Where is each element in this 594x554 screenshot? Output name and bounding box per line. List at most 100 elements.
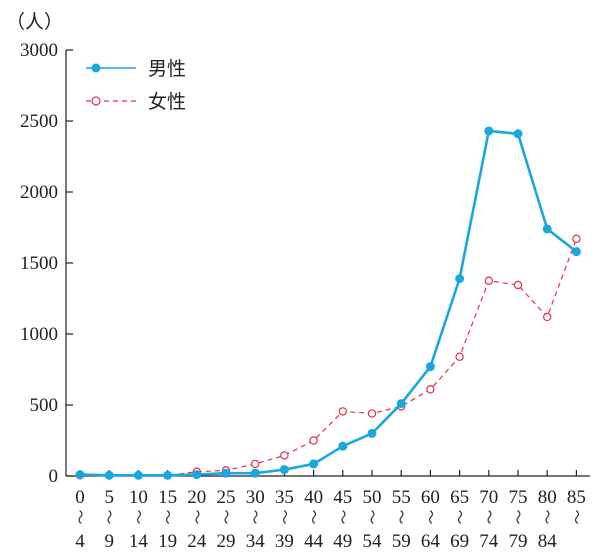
y-tick-label: 1500 xyxy=(20,253,58,274)
data-point-female xyxy=(543,312,552,322)
x-tick-label-start: 35 xyxy=(275,487,294,508)
x-tick-label-end: 29 xyxy=(217,531,236,552)
x-tick-label-start: 55 xyxy=(392,487,411,508)
y-tick-label: 500 xyxy=(30,395,59,416)
x-tick-label-start: 20 xyxy=(187,487,206,508)
data-point-male xyxy=(396,399,406,409)
legend-label-male: 男性 xyxy=(148,58,186,80)
x-tick-label-start: 65 xyxy=(450,487,469,508)
data-point-female xyxy=(426,385,435,394)
x-tick-label-start: 85 xyxy=(567,487,586,508)
data-point-male xyxy=(542,224,552,234)
x-category-label: 65〜 69 xyxy=(450,487,469,552)
legend-item-male: 男性 xyxy=(86,58,186,80)
x-category-label: 35〜 39 xyxy=(275,487,294,552)
x-tick-label-start: 5 xyxy=(104,487,114,508)
x-tick-label-end: 19 xyxy=(158,531,177,552)
x-tick-label-separator: 〜 xyxy=(217,509,235,524)
y-tick-label: 2500 xyxy=(20,111,58,132)
x-tick-label-separator: 〜 xyxy=(392,509,410,524)
x-tick-label-separator: 〜 xyxy=(334,509,352,524)
x-tick-label-start: 10 xyxy=(129,487,148,508)
data-point-male xyxy=(279,465,289,475)
x-tick-label-end: 14 xyxy=(129,531,149,552)
series-line-male xyxy=(79,129,578,477)
data-point-male xyxy=(192,470,202,480)
data-point-male xyxy=(484,126,494,136)
data-point-male xyxy=(104,470,114,480)
data-point-female xyxy=(338,407,347,416)
x-tick-label-separator: 〜 xyxy=(71,509,89,524)
x-tick-label-start: 45 xyxy=(333,487,352,508)
x-tick-label-separator: 〜 xyxy=(129,509,147,524)
data-point-female xyxy=(280,451,289,460)
x-category-label: 45〜 49 xyxy=(333,487,352,552)
x-category-label: 55〜 59 xyxy=(392,487,411,552)
x-tick-label-separator: 〜 xyxy=(363,509,381,524)
x-category-label: 40〜 44 xyxy=(304,487,324,552)
data-point-male xyxy=(75,470,85,480)
x-tick-label-end: 84 xyxy=(538,531,558,552)
x-axis-ticks: 0〜45〜910〜1415〜1920〜2425〜2930〜3435〜3940〜4… xyxy=(71,470,586,552)
legend-label-female: 女性 xyxy=(148,91,186,113)
data-point-female xyxy=(455,352,464,361)
x-tick-label-separator: 〜 xyxy=(100,509,118,524)
x-category-label: 30〜 34 xyxy=(246,487,266,552)
legend-item-female: 女性 xyxy=(86,91,186,113)
x-tick-label-start: 0 xyxy=(75,487,85,508)
data-point-female xyxy=(513,280,523,290)
x-tick-label-end: 74 xyxy=(479,531,499,552)
x-tick-label-start: 30 xyxy=(246,487,265,508)
y-axis-unit-label: （人） xyxy=(6,11,63,33)
y-axis-ticks: 0 500 1000 1500 2000 2500 3000 xyxy=(20,40,73,487)
x-tick-label-end: 4 xyxy=(75,531,85,552)
x-category-label: 85〜 xyxy=(567,487,586,525)
x-tick-label-end: 79 xyxy=(509,531,528,552)
data-point-female xyxy=(367,409,377,418)
data-point-male xyxy=(455,274,465,284)
x-tick-label-separator: 〜 xyxy=(159,509,177,524)
x-category-label: 20〜 24 xyxy=(187,487,207,552)
x-tick-label-start: 15 xyxy=(158,487,177,508)
x-tick-label-start: 60 xyxy=(421,487,440,508)
data-point-male xyxy=(221,468,231,478)
x-tick-label-start: 75 xyxy=(509,487,528,508)
x-category-label: 0〜 4 xyxy=(71,487,89,552)
series-line-female xyxy=(80,238,577,476)
x-category-label: 10〜 14 xyxy=(129,487,149,552)
x-tick-label-end: 64 xyxy=(421,531,441,552)
x-tick-label-separator: 〜 xyxy=(275,509,293,524)
y-tick-label: 1000 xyxy=(20,324,58,345)
x-tick-label-end: 24 xyxy=(187,531,207,552)
x-category-label: 15〜 19 xyxy=(158,487,177,552)
x-tick-label-start: 25 xyxy=(217,487,236,508)
x-category-label: 60〜 64 xyxy=(421,487,441,552)
y-tick-label: 3000 xyxy=(20,40,58,61)
data-point-male xyxy=(425,362,435,372)
x-tick-label-start: 50 xyxy=(363,487,382,508)
x-tick-label-separator: 〜 xyxy=(421,509,439,524)
data-point-male xyxy=(163,470,173,480)
x-tick-label-end: 34 xyxy=(246,531,266,552)
x-tick-label-end: 49 xyxy=(333,531,352,552)
x-tick-label-end: 39 xyxy=(275,531,294,552)
x-tick-label-separator: 〜 xyxy=(305,509,323,524)
legend: 男性 女性 xyxy=(86,58,186,113)
y-tick-label: 2000 xyxy=(20,182,58,203)
x-tick-label-end: 44 xyxy=(304,531,324,552)
data-point-male xyxy=(367,428,377,438)
x-tick-label-separator: 〜 xyxy=(246,509,264,524)
x-tick-label-separator: 〜 xyxy=(188,509,206,524)
x-tick-label-start: 80 xyxy=(538,487,557,508)
x-tick-label-separator: 〜 xyxy=(451,509,469,524)
x-tick-label-separator: 〜 xyxy=(567,509,585,524)
x-tick-label-end: 54 xyxy=(363,531,383,552)
data-point-female xyxy=(250,459,260,469)
x-category-label: 80〜 84 xyxy=(538,487,558,552)
x-tick-label-end: 9 xyxy=(104,531,114,552)
data-point-female xyxy=(572,234,581,244)
x-tick-label-separator: 〜 xyxy=(538,509,556,524)
x-category-label: 75〜 79 xyxy=(509,487,528,552)
y-tick-label: 0 xyxy=(49,466,59,487)
